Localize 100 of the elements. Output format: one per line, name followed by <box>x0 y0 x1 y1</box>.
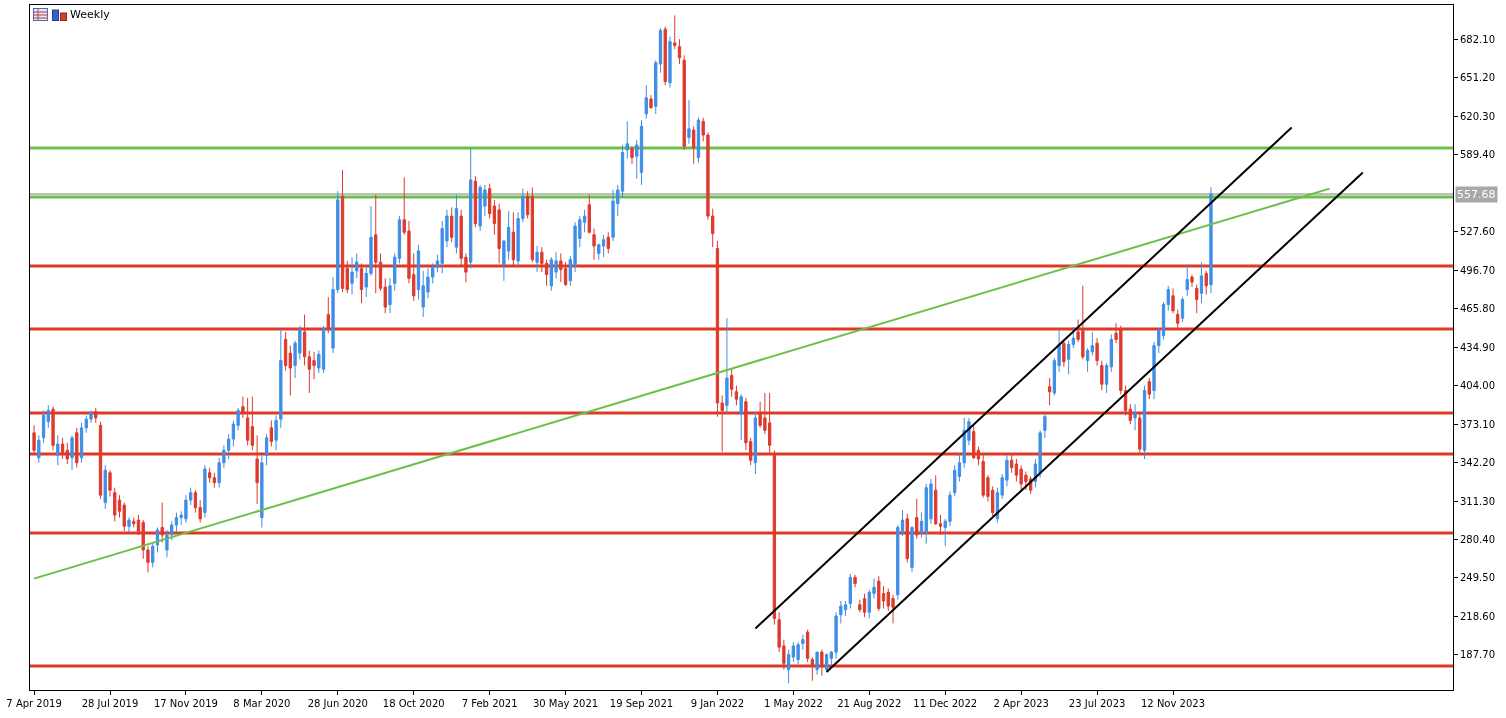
candlestick <box>1062 338 1066 368</box>
candlestick <box>260 454 264 529</box>
y-tick-label: 620.30 <box>1460 110 1495 122</box>
candlestick <box>692 125 696 165</box>
y-tick-label: 682.10 <box>1460 33 1495 45</box>
candlestick <box>497 203 501 264</box>
candlestick <box>649 94 653 110</box>
candlestick <box>113 487 117 522</box>
candlestick <box>269 419 274 448</box>
x-tick-label: 19 Sep 2021 <box>609 698 674 709</box>
candlestick <box>805 629 810 663</box>
candlestick <box>815 651 819 676</box>
y-tick-label: 187.70 <box>1460 649 1495 661</box>
candlestick <box>796 641 800 666</box>
candlestick <box>1066 340 1071 375</box>
candlestick <box>288 345 292 396</box>
candlestick <box>587 194 591 234</box>
candlestick <box>1185 265 1189 297</box>
candlestick <box>1199 261 1204 304</box>
candlestick <box>1100 360 1104 391</box>
candlestick <box>734 385 739 406</box>
candlestick <box>644 84 648 120</box>
x-tick-label: 8 Mar 2020 <box>233 698 291 709</box>
candlestick <box>41 409 46 444</box>
candlestick <box>630 145 634 165</box>
candlestick <box>673 14 677 50</box>
x-tick-label: 2 Apr 2023 <box>993 698 1049 709</box>
candlestick <box>824 652 829 673</box>
y-tick-label: 342.20 <box>1460 457 1495 468</box>
y-tick-label: 249.50 <box>1460 572 1495 584</box>
candlestick <box>388 277 392 314</box>
candlestick <box>535 245 539 273</box>
y-tick-label: 218.60 <box>1460 610 1495 622</box>
candlestick <box>839 600 843 624</box>
x-tick-label: 23 Jul 2023 <box>1068 698 1126 709</box>
y-tick-label: 496.70 <box>1460 264 1495 276</box>
candlestick <box>1104 362 1109 394</box>
candlestick <box>127 517 131 534</box>
candlestick <box>1090 331 1094 357</box>
candlestick <box>56 434 60 466</box>
y-tick-label: 651.20 <box>1460 72 1495 84</box>
candlestick <box>786 649 791 684</box>
y-tick-label: 527.60 <box>1460 226 1495 238</box>
candlestick <box>668 36 672 89</box>
x-tick-label: 1 May 2022 <box>763 698 823 709</box>
candlestick <box>1209 186 1213 294</box>
candlestick <box>1109 333 1113 373</box>
candlestick <box>103 464 107 510</box>
x-tick-label: 12 Nov 2023 <box>1140 698 1206 709</box>
ref-line-label: 557.68 <box>1457 188 1496 201</box>
x-tick-label: 21 Aug 2022 <box>837 698 902 709</box>
y-tick-label: 404.00 <box>1460 380 1495 391</box>
candlestick <box>606 231 610 254</box>
candlestick <box>663 26 667 86</box>
candlestick <box>1095 337 1099 367</box>
candlestick <box>910 525 914 573</box>
candlestick <box>739 393 743 441</box>
candlestick <box>1180 296 1185 323</box>
candlestick <box>601 234 606 258</box>
candlestick <box>696 117 701 163</box>
candlestick <box>108 469 112 497</box>
candlestick <box>37 434 41 464</box>
candlestick <box>155 527 160 553</box>
candlestick <box>473 175 478 228</box>
candlestick <box>321 325 326 374</box>
candlestick <box>1047 377 1052 406</box>
candlestick <box>151 543 155 568</box>
y-tick-label: 465.80 <box>1460 303 1495 314</box>
candlestick <box>1142 385 1147 460</box>
candlestick <box>274 414 278 451</box>
candlestick <box>639 119 644 186</box>
candlestick <box>264 433 269 466</box>
candlestick <box>487 183 492 220</box>
x-tick-label: 9 Jan 2022 <box>690 698 745 709</box>
candlestick <box>203 464 207 519</box>
candlestick <box>212 472 217 489</box>
candlestick <box>677 38 682 65</box>
candlestick <box>687 99 691 145</box>
candlestick <box>70 434 74 471</box>
candlestick <box>853 574 857 588</box>
candlestick <box>207 467 212 484</box>
candlestick <box>791 641 796 663</box>
x-tick-label: 7 Feb 2021 <box>461 698 518 709</box>
x-tick-label: 11 Dec 2022 <box>913 698 978 709</box>
candlestick <box>725 317 729 414</box>
candlestick <box>1204 270 1208 296</box>
candlestick <box>1085 347 1090 373</box>
y-tick-label: 311.30 <box>1460 495 1495 507</box>
candlestick <box>862 593 867 618</box>
chart-title: Weekly <box>70 8 111 22</box>
y-tick-label: 373.10 <box>1460 418 1495 430</box>
candlestick <box>530 186 535 263</box>
candlestick <box>1171 287 1175 314</box>
candlestick <box>454 194 459 254</box>
x-tick-label: 28 Jun 2020 <box>307 698 368 709</box>
candlestick <box>592 228 596 261</box>
candlestick <box>469 148 473 269</box>
x-tick-label: 28 Jul 2019 <box>81 698 139 709</box>
x-tick-label: 17 Nov 2019 <box>153 698 218 709</box>
candlestick <box>682 54 686 151</box>
